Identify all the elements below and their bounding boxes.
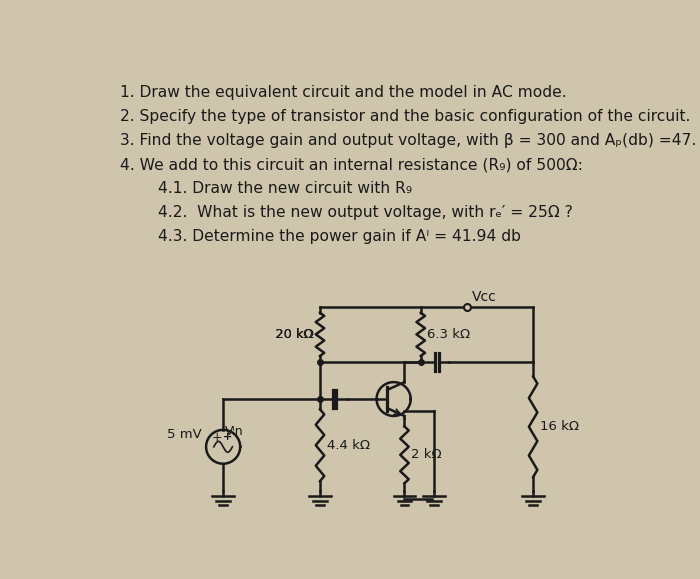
Text: +: + xyxy=(223,432,232,442)
Text: Vᴵn: Vᴵn xyxy=(225,424,244,438)
Text: 4.2.  What is the new output voltage, with rₑ′ = 25Ω ?: 4.2. What is the new output voltage, wit… xyxy=(158,204,573,219)
Text: 6.3 kΩ: 6.3 kΩ xyxy=(427,328,470,341)
Text: 2 kΩ: 2 kΩ xyxy=(412,448,442,461)
Text: 4.4 kΩ: 4.4 kΩ xyxy=(327,439,370,452)
Text: Vcc: Vcc xyxy=(472,290,497,305)
Text: 4. We add to this circuit an internal resistance (R₉) of 500Ω:: 4. We add to this circuit an internal re… xyxy=(120,157,583,173)
Text: 1. Draw the equivalent circuit and the model in AC mode.: 1. Draw the equivalent circuit and the m… xyxy=(120,85,567,100)
Text: 3. Find the voltage gain and output voltage, with β = 300 and Aₚ(db) =47.: 3. Find the voltage gain and output volt… xyxy=(120,133,696,148)
Text: 20 kΩ: 20 kΩ xyxy=(275,328,314,341)
Text: 4.1. Draw the new circuit with R₉: 4.1. Draw the new circuit with R₉ xyxy=(158,181,412,196)
Text: 2. Specify the type of transistor and the basic configuration of the circuit.: 2. Specify the type of transistor and th… xyxy=(120,109,690,124)
Text: 5 mV: 5 mV xyxy=(167,428,202,441)
Text: +: + xyxy=(211,431,222,444)
Text: 4.3. Determine the power gain if Aᴵ = 41.94 db: 4.3. Determine the power gain if Aᴵ = 41… xyxy=(158,229,521,244)
Text: 16 kΩ: 16 kΩ xyxy=(540,420,579,433)
Text: 20 kΩ: 20 kΩ xyxy=(276,328,313,341)
